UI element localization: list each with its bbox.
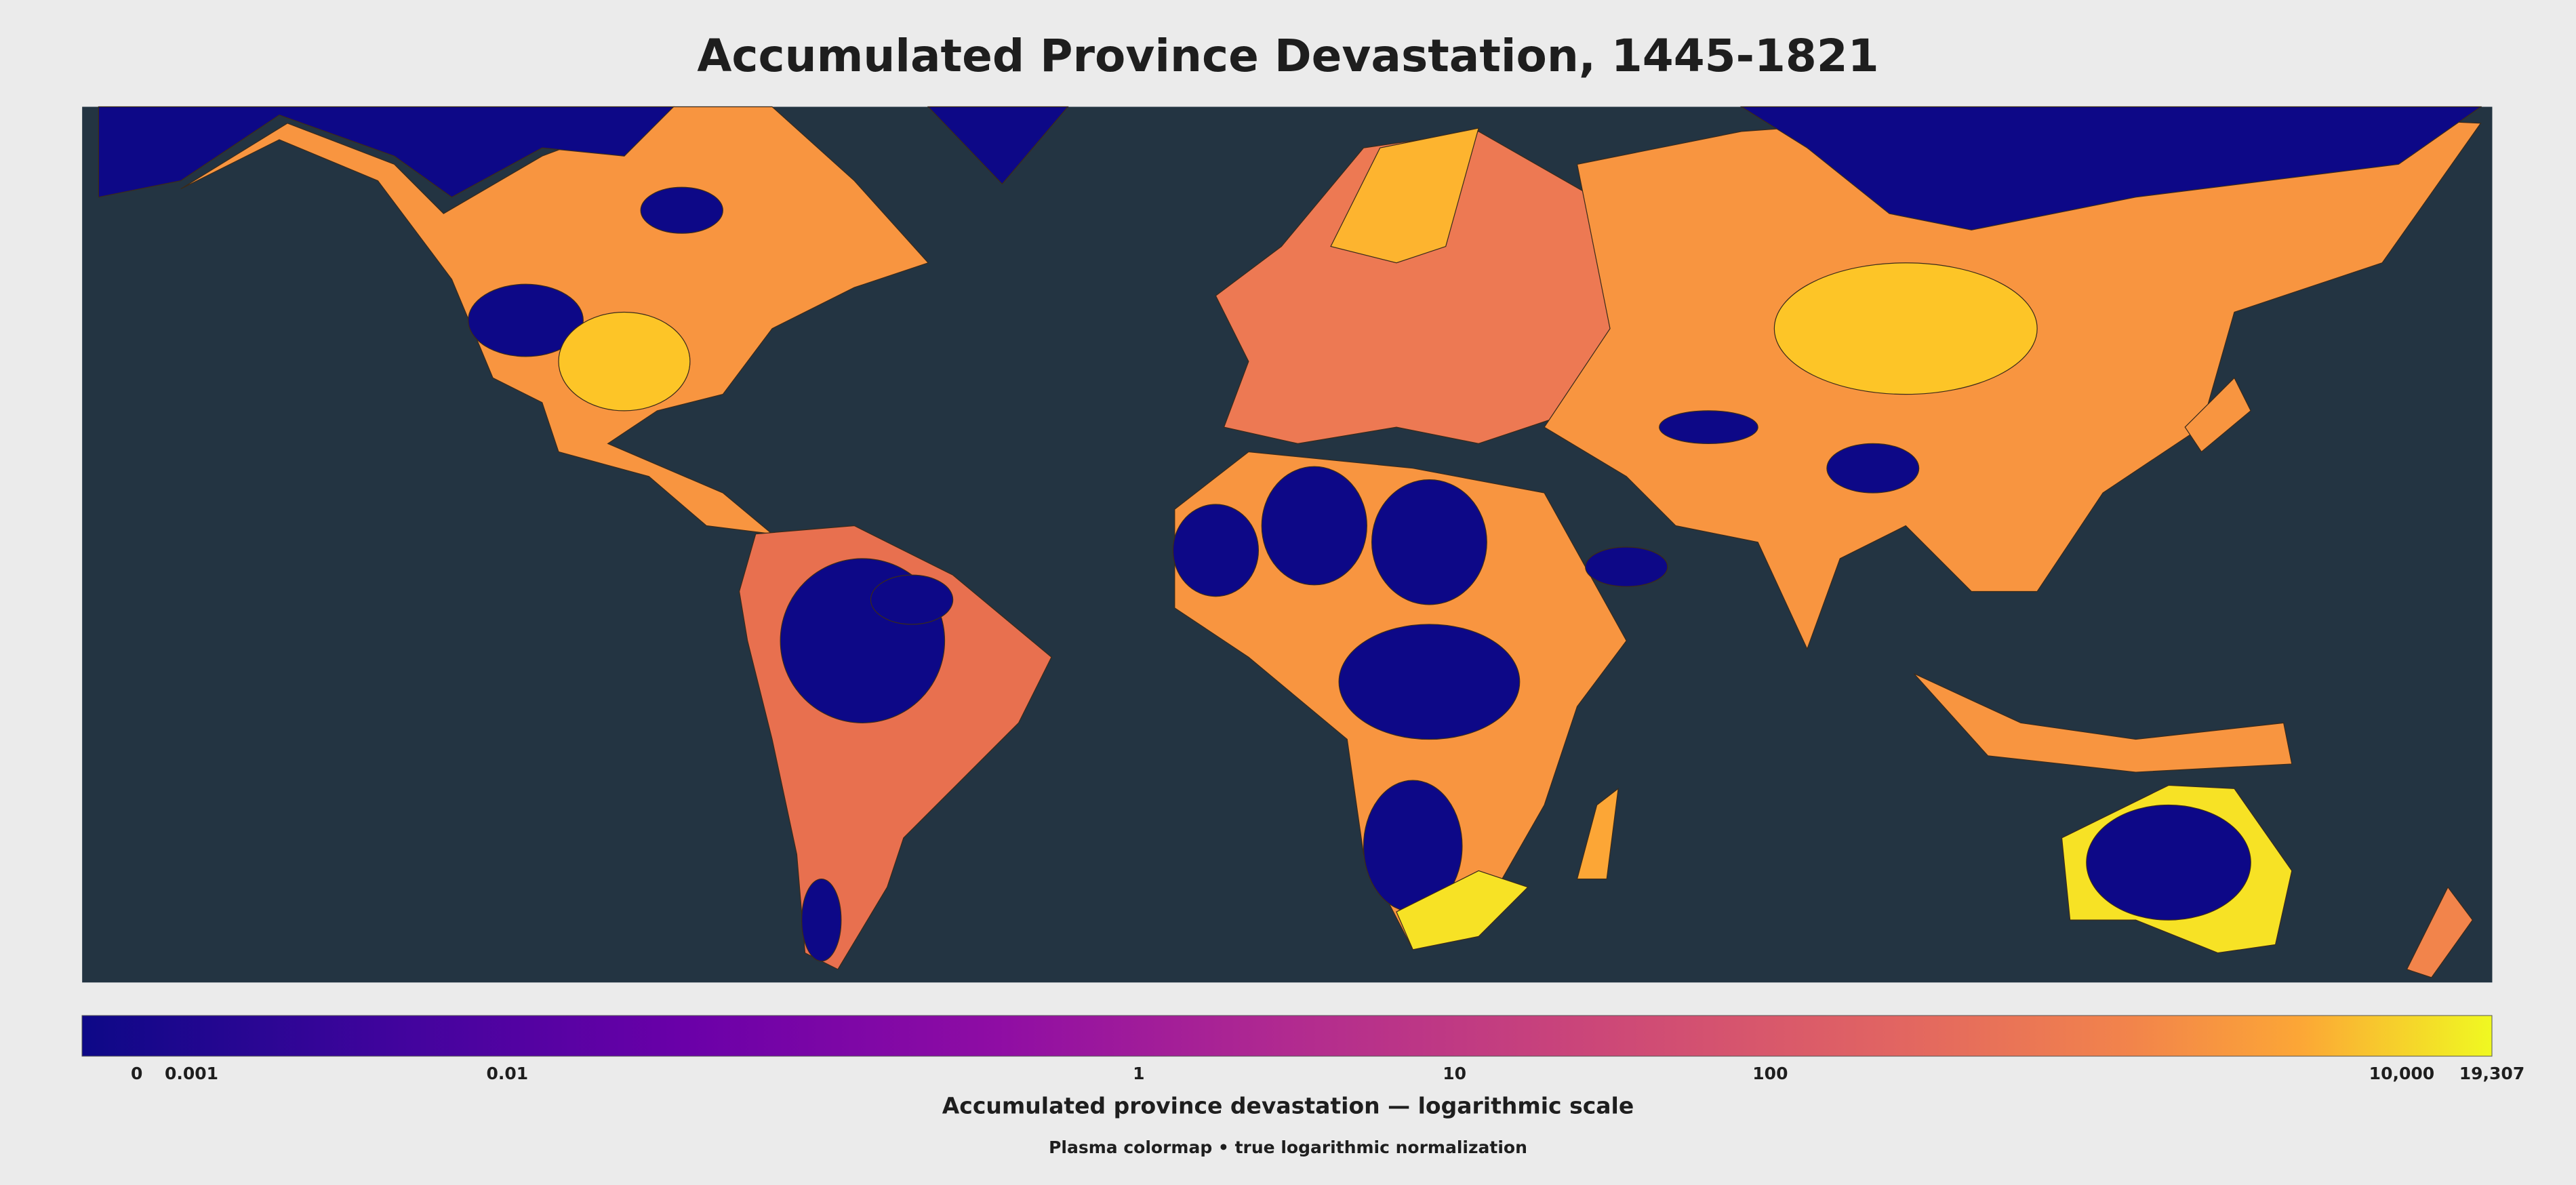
colorbar-tick-label: 0.01 [486,1064,528,1083]
colorbar-tick-label: 1 [1133,1064,1144,1083]
colorbar-tick-label: 0 [131,1064,142,1083]
region [640,186,723,234]
colorbar [81,1015,2493,1057]
map [82,106,2493,983]
colorbar-label: Accumulated province devastation — logar… [942,1093,1634,1119]
indonesia [1913,673,2293,773]
colorbar-tick-label: 10 [1443,1064,1466,1083]
greenland [927,106,1069,185]
region [468,283,584,357]
region [870,574,954,625]
scandinavia [1330,127,1479,264]
colorbar-tick-label: 0.001 [165,1064,218,1083]
colorbar-subtitle: Plasma colormap • true logarithmic norma… [1049,1138,1527,1157]
region [1172,504,1260,597]
region [1371,479,1487,605]
title: Accumulated Province Devastation, 1445-1… [697,30,1878,82]
japan [2184,377,2251,453]
land [98,106,2482,978]
region [1338,624,1521,740]
arctic-north-america [98,106,675,198]
region [1585,546,1668,587]
region [558,311,691,411]
region [1659,410,1758,444]
region [1261,466,1367,586]
colorbar-tick-label: 19,307 [2459,1064,2524,1083]
colorbar-tick-label: 100 [1752,1064,1788,1083]
region [801,878,842,962]
region [1826,443,1920,494]
region [1773,262,2038,395]
colorbar-tick-label: 10,000 [2369,1064,2434,1083]
new-zealand [2406,886,2474,978]
siberia [1739,106,2482,230]
region [2086,804,2251,921]
southern-africa [1396,870,1529,950]
madagascar [1576,787,1619,880]
